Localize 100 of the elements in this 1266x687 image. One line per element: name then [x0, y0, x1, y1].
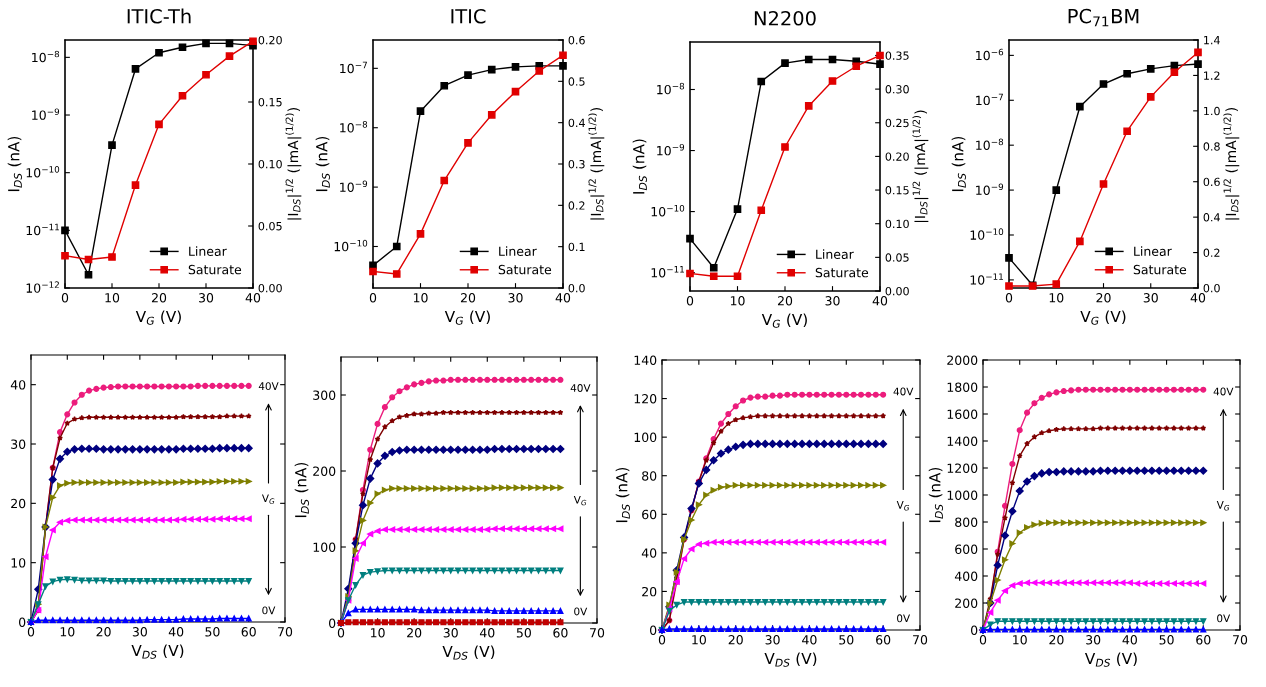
x-tick-label: 10: [370, 628, 385, 638]
legend-label: Saturate: [1133, 264, 1187, 275]
y2-tick-label: 0.2: [1203, 248, 1220, 257]
y-tick-label: 120: [634, 394, 657, 404]
y-tick-label: 100: [634, 432, 657, 443]
chart-title: N2200: [754, 10, 816, 26]
x-tick-label: 50: [205, 627, 220, 637]
x-tick-label: 60: [553, 628, 568, 638]
x-tick-label: 10: [60, 627, 75, 637]
y-tick-label: 800: [955, 517, 978, 527]
y2-tick-label: 0.4: [1203, 213, 1220, 222]
y-tick-label: 10: [11, 558, 26, 568]
y-tick-label: 10$^{−8}$: [32, 50, 60, 63]
x-axis-title: V$_{DS}$ (V): [764, 652, 817, 667]
x-axis-title: V$_{DS}$ (V): [131, 644, 184, 659]
x-tick-label: 30: [132, 627, 147, 637]
y-tick-label: 40: [10, 380, 26, 390]
x-tick-label: 0: [1005, 293, 1013, 303]
y2-tick-label: 1.2: [1204, 71, 1220, 80]
y-tick-label: 1200: [947, 463, 978, 473]
legend-label: Linear: [816, 249, 854, 259]
y2-tick-label: 0.2: [568, 201, 585, 210]
y-tick-label: 10$^{−8}$: [976, 138, 1004, 151]
y2-tick-label: 0.05: [258, 221, 282, 231]
y-tick-label: 10$^{−8}$: [657, 82, 685, 95]
x-axis-title: V$_{G}$ (V): [135, 310, 181, 325]
y-tick-label: 10$^{−12}$: [26, 281, 59, 293]
y2-tick-label: 0.1: [568, 242, 585, 252]
x-tick-label: 0: [369, 293, 377, 303]
y-tick-label: 10$^{−9}$: [657, 143, 685, 156]
x-tick-label: 60: [1196, 635, 1211, 645]
x-tick-label: 40: [802, 635, 817, 645]
y-tick-label: 10$^{−9}$: [340, 180, 368, 192]
y-tick-label: 40: [641, 548, 657, 558]
x-tick-label: 20: [460, 293, 476, 303]
x-tick-label: 20: [407, 628, 422, 638]
annotation: 40V: [570, 384, 591, 392]
y-tick-label: 300: [313, 390, 336, 400]
y2-tick-label: 0.15: [885, 186, 909, 195]
y-tick-label: 30: [11, 439, 26, 449]
annotation: 0V: [262, 606, 276, 615]
x-tick-label: 70: [913, 635, 928, 645]
y-tick-label: 1800: [947, 382, 978, 392]
x-tick-label: 0: [61, 293, 69, 303]
annotation: 0V: [574, 607, 588, 616]
y2-tick-label: 0.00: [258, 283, 282, 293]
y-tick-label: 10$^{−11}$: [651, 266, 684, 278]
x-axis-title: V$_{DS}$ (V): [1084, 652, 1137, 667]
x-tick-label: 30: [508, 293, 523, 303]
y-tick-label: 10$^{−7}$: [340, 61, 367, 74]
y2-axis-title: |I$_{DS}$|$^{1/2}$ (|mA|$^{(1/2)}$): [588, 108, 605, 220]
y-tick-label: 0: [19, 617, 26, 627]
annotation: 40V: [258, 382, 279, 391]
y2-tick-label: 0.10: [258, 159, 282, 169]
y-tick-label: 20: [11, 498, 26, 509]
y-tick-label: 600: [955, 544, 978, 554]
y-axis-title: I$_{DS}$ (nA): [632, 139, 647, 194]
x-tick-label: 30: [199, 293, 214, 303]
x-tick-label: 40: [872, 296, 888, 306]
y2-tick-label: 0.25: [885, 118, 909, 128]
y-tick-label: 10$^{−11}$: [970, 273, 1003, 285]
x-tick-label: 40: [479, 628, 495, 638]
y-tick-label: 140: [634, 355, 657, 365]
x-tick-label: 50: [516, 628, 531, 638]
x-tick-label: 30: [1086, 635, 1101, 645]
legend-label: Saturate: [815, 267, 869, 278]
annotation: 40V: [893, 387, 914, 396]
y-axis-title: I$_{DS}$ (nA): [951, 136, 966, 192]
x-axis-title: V$_{G}$ (V): [1080, 310, 1126, 325]
y-tick-label: 200: [313, 466, 336, 476]
x-tick-label: 10: [692, 635, 706, 645]
y2-tick-label: 0.6: [568, 35, 585, 45]
y2-tick-label: 0.8: [1203, 142, 1220, 151]
y-tick-label: 60: [642, 509, 657, 520]
chart-title: ITIC: [451, 8, 486, 24]
y-tick-label: 0: [329, 618, 336, 628]
y-tick-label: 10$^{−8}$: [340, 121, 368, 133]
y-tick-label: 1400: [947, 436, 978, 446]
x-tick-label: 50: [839, 635, 854, 645]
x-tick-label: 10: [105, 293, 120, 303]
x-tick-label: 30: [1143, 293, 1158, 303]
x-tick-label: 20: [777, 296, 793, 306]
y2-axis-title: |I$_{DS}$|$^{1/2}$ (|mA|$^{(1/2)}$): [1223, 108, 1240, 220]
x-tick-label: 60: [876, 635, 891, 645]
y2-tick-label: 0.10: [885, 219, 909, 229]
y-axis-title: I$_{DS}$ (nA): [294, 462, 309, 518]
y-axis-title: I$_{DS}$ (nA): [615, 467, 630, 523]
annotation: V$_{G}$: [573, 495, 587, 506]
legend-label: Saturate: [188, 264, 242, 275]
y-tick-label: 10$^{−10}$: [334, 239, 368, 252]
chart-title: ITIC-Th: [127, 8, 191, 24]
x-axis-title: V$_{G}$ (V): [444, 310, 490, 325]
y-tick-label: 20: [642, 586, 657, 597]
y2-tick-label: 0.15: [258, 97, 282, 107]
y-tick-label: 10$^{−9}$: [32, 108, 60, 120]
annotation: 40V: [1213, 387, 1234, 396]
x-tick-label: 70: [1233, 635, 1248, 645]
x-tick-label: 40: [245, 293, 261, 303]
y2-tick-label: 0.30: [885, 85, 909, 94]
y-tick-label: 10$^{−10}$: [651, 204, 685, 217]
